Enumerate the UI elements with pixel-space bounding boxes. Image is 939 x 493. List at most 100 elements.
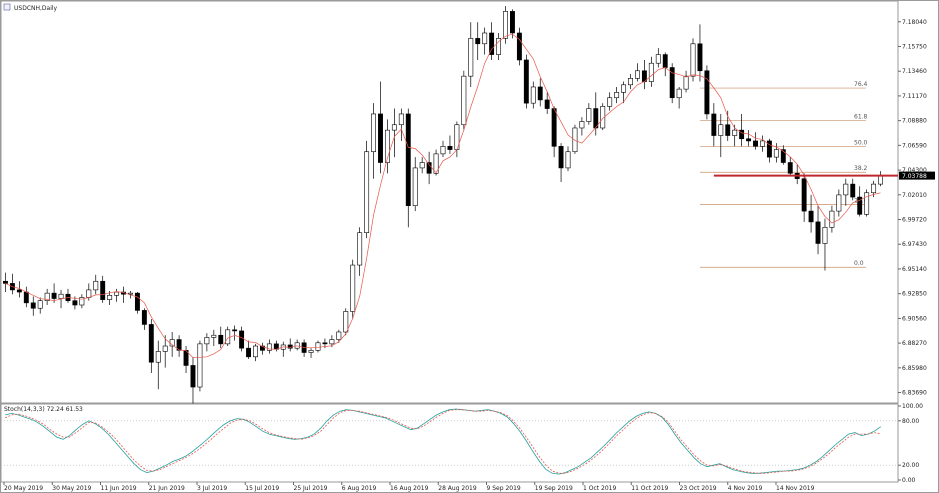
candle-up <box>655 54 661 64</box>
date-tick-label: 21 Jun 2019 <box>149 485 185 492</box>
candle-down <box>378 113 383 163</box>
candle-down <box>739 129 745 140</box>
price-tick-label: 6.99720 <box>902 217 927 224</box>
stochastic-tick-label: 100.00 <box>902 403 923 410</box>
price-tick-label: 7.13460 <box>902 68 927 75</box>
price-tick-label: 7.08880 <box>902 118 927 125</box>
price-tick-label: 6.83690 <box>902 390 927 397</box>
candle-up <box>572 127 578 153</box>
date-tick-label: 28 Aug 2019 <box>438 485 477 492</box>
date-tick-label: 4 Nov 2019 <box>728 485 763 492</box>
candle-down <box>537 86 543 101</box>
candle-down <box>72 300 78 306</box>
price-tick-label: 7.18040 <box>902 19 927 26</box>
candle-down <box>662 54 668 68</box>
symbol-icon <box>3 3 11 11</box>
candle-down <box>16 289 22 293</box>
candle-up <box>44 292 50 301</box>
candle-up <box>586 108 592 122</box>
price-tick-label: 6.95140 <box>902 266 927 273</box>
date-tick-label: 16 Aug 2019 <box>390 485 429 492</box>
candle-down <box>23 291 29 304</box>
candle-down <box>30 302 36 309</box>
candle-down <box>218 334 224 345</box>
stochastic-tick-label: 80.00 <box>902 418 919 425</box>
candle-down <box>753 140 758 147</box>
candle-down <box>232 329 238 332</box>
candle-up <box>371 113 377 153</box>
candle-up <box>648 62 654 82</box>
candle-up <box>482 32 488 45</box>
candle-down <box>857 196 863 215</box>
candle-down <box>669 67 675 99</box>
stochastic-tick-label: 20.00 <box>902 462 919 469</box>
candle-up <box>718 124 724 136</box>
date-tick-label: 30 May 2019 <box>52 485 91 492</box>
candlesticks <box>3 6 883 420</box>
candle-up <box>822 226 828 244</box>
candle-up <box>565 151 571 169</box>
candle-up <box>614 92 620 99</box>
candle-up <box>357 232 363 266</box>
candle-down <box>746 138 752 142</box>
candle-up <box>329 339 335 345</box>
candle-up <box>128 292 133 295</box>
candle-up <box>315 342 321 351</box>
candle-down <box>558 146 564 169</box>
candle-down <box>551 108 557 147</box>
price-tick-label: 6.90560 <box>902 315 927 322</box>
date-tick-label: 25 Jul 2019 <box>294 485 328 492</box>
candle-up <box>732 129 738 136</box>
price-plot-area <box>0 0 899 404</box>
candle-up <box>836 194 842 212</box>
candle-down <box>148 324 154 363</box>
candle-down <box>134 292 140 311</box>
candle-down <box>766 140 772 158</box>
candle-up <box>204 337 210 345</box>
current-price-label: 7.03788 <box>902 173 927 180</box>
date-tick-label: 3 Jul 2019 <box>197 485 227 492</box>
candle-up <box>58 293 64 299</box>
candle-up <box>162 345 168 352</box>
candle-up <box>391 124 397 131</box>
date-tick-label: 11 Oct 2019 <box>631 485 668 492</box>
date-tick-label: 15 Jul 2019 <box>245 485 279 492</box>
candle-down <box>141 310 147 325</box>
candle-down <box>815 221 821 244</box>
candle-up <box>253 345 258 358</box>
candle-down <box>246 347 251 358</box>
stochastic-tick-label: 0.00 <box>902 477 916 484</box>
candle-up <box>343 311 349 333</box>
stochastic-title: Stoch(14,3,3) 72.24 61.53 <box>4 406 83 413</box>
candle-down <box>787 162 793 174</box>
stochastic-y-axis: 100.00 80.00 20.00 0.00 <box>898 403 923 484</box>
candle-up <box>503 11 508 39</box>
candle-up <box>871 183 877 194</box>
candle-down <box>489 32 495 55</box>
candle-up <box>266 343 272 351</box>
candle-up <box>461 75 467 126</box>
candle-down <box>808 210 814 223</box>
candle-down <box>711 113 717 136</box>
date-tick-label: 9 Sep 2019 <box>487 485 521 492</box>
price-tick-label: 6.92850 <box>902 291 927 298</box>
candle-down <box>850 183 856 198</box>
candle-down <box>475 38 481 45</box>
fib-level-label: 0.0 <box>854 260 864 267</box>
candle-up <box>496 38 502 55</box>
candle-up <box>843 183 849 196</box>
candle-up <box>197 343 203 388</box>
fib-level-label: 50.0 <box>854 139 868 146</box>
stochastic-panel: Stoch(14,3,3) 72.24 61.53 <box>0 403 899 483</box>
candle-down <box>780 149 786 163</box>
candle-up <box>468 38 474 77</box>
moving-average-line <box>5 33 881 359</box>
candle-down <box>447 146 453 150</box>
price-tick-label: 6.97430 <box>902 241 927 248</box>
date-x-axis: 20 May 2019 30 May 2019 11 Jun 2019 21 Jun … <box>3 482 815 492</box>
candle-down <box>51 292 57 299</box>
stochastic-k-line <box>5 408 882 475</box>
stochastic-levels <box>1 420 898 466</box>
candle-up <box>773 149 779 158</box>
candle-down <box>100 280 106 300</box>
